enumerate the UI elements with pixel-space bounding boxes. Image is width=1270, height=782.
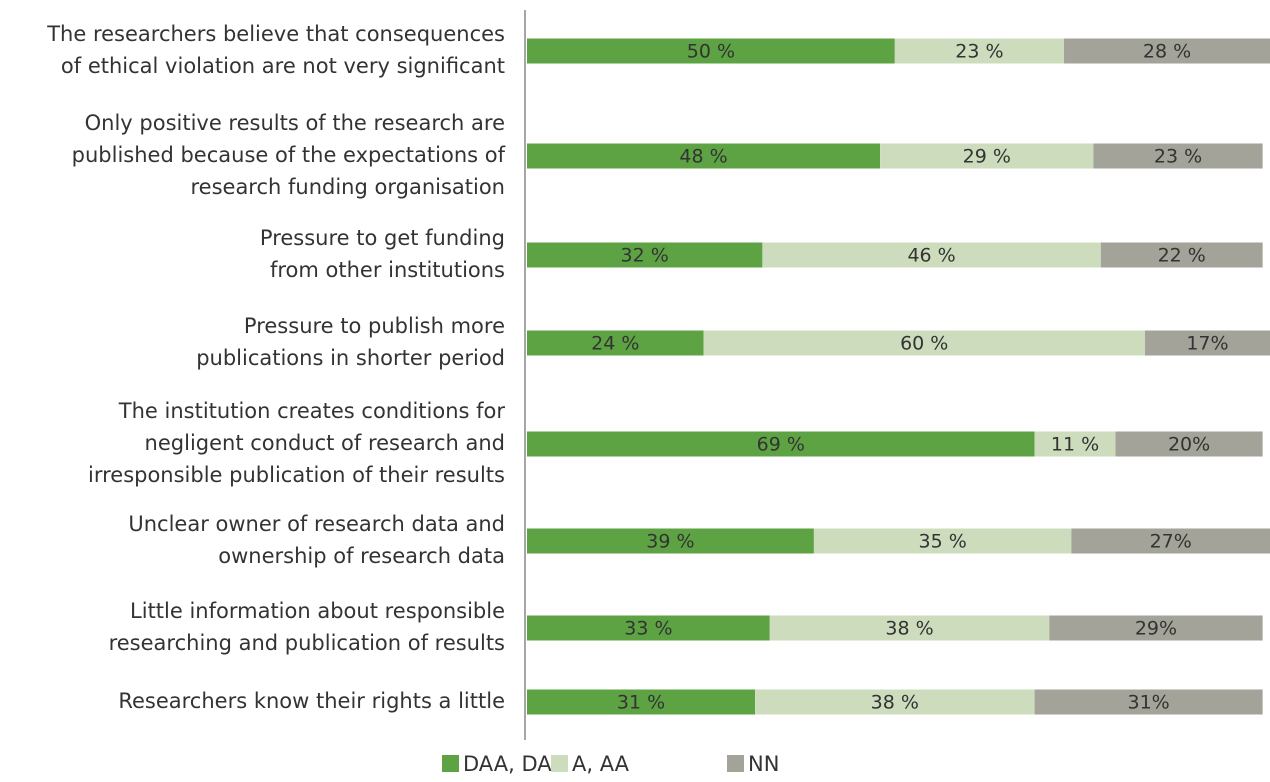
- bar-segment: [755, 689, 1035, 715]
- category-label: Unclear owner of research data and: [128, 512, 505, 536]
- category-label: published because of the expectations of: [72, 143, 506, 167]
- category-label: The institution creates conditions for: [118, 399, 506, 423]
- bar-segment: [880, 143, 1094, 169]
- data-label: 38 %: [885, 618, 933, 640]
- bar-segment: [1115, 431, 1263, 457]
- bar-segment: [894, 38, 1065, 64]
- bar-segment: [1034, 689, 1263, 715]
- legend-label: DAA, DA: [463, 752, 552, 776]
- legend-swatch: [551, 755, 568, 772]
- category-label: of ethical violation are not very signif…: [61, 54, 505, 78]
- data-label: 28 %: [1143, 41, 1191, 63]
- data-label: 29 %: [963, 146, 1011, 168]
- bar-segment: [1100, 242, 1263, 268]
- bar-segment: [769, 615, 1050, 641]
- bar-segment: [762, 242, 1101, 268]
- data-label: 29%: [1135, 618, 1177, 640]
- category-label: Only positive results of the research ar…: [85, 111, 505, 135]
- data-label: 69 %: [757, 434, 805, 456]
- bar-segment: [1049, 615, 1263, 641]
- category-label: researching and publication of results: [109, 631, 505, 655]
- data-label: 31 %: [617, 692, 665, 714]
- category-label: negligent conduct of research and: [145, 431, 505, 455]
- data-label: 17%: [1186, 333, 1228, 355]
- bar-segment: [527, 431, 1035, 457]
- category-label: Researchers know their rights a little: [118, 689, 505, 713]
- data-label: 11 %: [1051, 434, 1099, 456]
- data-label: 23 %: [955, 41, 1003, 63]
- data-label: 48 %: [679, 146, 727, 168]
- data-label: 39 %: [646, 531, 694, 553]
- data-label: 32 %: [621, 245, 669, 267]
- data-label: 24 %: [591, 333, 639, 355]
- data-label: 60 %: [900, 333, 948, 355]
- data-label: 35 %: [918, 531, 966, 553]
- category-label: ownership of research data: [218, 544, 505, 568]
- legend-swatch: [727, 755, 744, 772]
- data-label: 46 %: [907, 245, 955, 267]
- data-label: 22 %: [1158, 245, 1206, 267]
- bar-segment: [527, 38, 895, 64]
- category-label: publications in shorter period: [196, 346, 505, 370]
- category-label: Pressure to publish more: [244, 314, 505, 338]
- bar-segment: [813, 528, 1072, 554]
- category-label: Little information about responsible: [130, 599, 505, 623]
- data-label: 31%: [1128, 692, 1170, 714]
- bar-segment: [1093, 143, 1263, 169]
- category-label: research funding organisation: [190, 175, 505, 199]
- data-label: 27%: [1150, 531, 1192, 553]
- bar-segment: [703, 330, 1145, 356]
- legend-label: NN: [748, 752, 779, 776]
- bar-segment: [527, 242, 763, 268]
- bar-segment: [1034, 431, 1116, 457]
- data-label: 20%: [1168, 434, 1210, 456]
- category-label: Pressure to get funding: [260, 226, 505, 250]
- bar-segment: [527, 143, 881, 169]
- bar-segment: [1064, 38, 1270, 64]
- bar-segment: [527, 528, 814, 554]
- data-label: 38 %: [871, 692, 919, 714]
- data-label: 50 %: [687, 41, 735, 63]
- legend-label: A, AA: [572, 752, 630, 776]
- data-label: 23 %: [1154, 146, 1202, 168]
- bar-segment: [527, 615, 770, 641]
- bar-segment: [527, 330, 704, 356]
- bar-segment: [1071, 528, 1270, 554]
- bar-segment: [1144, 330, 1270, 356]
- category-label: irresponsible publication of their resul…: [88, 463, 505, 487]
- bar-segment: [527, 689, 756, 715]
- data-label: 33 %: [624, 618, 672, 640]
- category-label: from other institutions: [270, 258, 505, 282]
- legend-swatch: [442, 755, 459, 772]
- category-label: The researchers believe that consequence…: [46, 22, 505, 46]
